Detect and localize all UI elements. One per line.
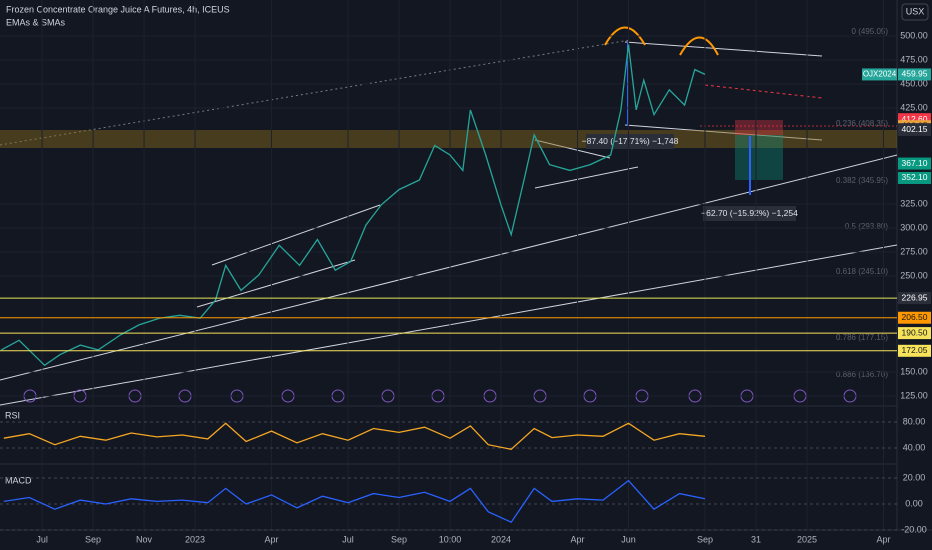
measure-label: −62.70 (−15.92%) −1,254 [701,208,798,218]
x-tick-label: Jun [621,534,636,544]
price-tag-label: 206.50 [902,312,928,322]
y-tick-label: 450.00 [900,78,928,88]
currency-button[interactable] [901,3,929,21]
y-tick-label: 500.00 [900,30,928,40]
x-tick-label: Apr [876,534,890,544]
price-tag [898,171,931,184]
pane-label: MACD [5,475,32,485]
price-tag-label: 459.95 [902,69,928,79]
y-tick-label: -20.00 [901,524,927,534]
x-tick-label: 31 [751,534,761,544]
indicator-label: EMAs & SMAs [6,17,66,27]
fib-label: 0.5 (293.80) [845,222,888,231]
series-line [3,422,706,451]
drawings [0,26,898,406]
y-tick-label: 275.00 [900,246,928,256]
price-tag-label: 190.50 [902,327,928,337]
y-tick-label: 150.00 [900,366,928,376]
measure-label: −87.40 (−17.71%) −1,748 [582,136,679,146]
price-tag [898,157,931,170]
symbol-tag [862,68,897,81]
price-tag [898,292,931,305]
y-tick-label: 40.00 [903,442,926,452]
price-tag-label: 352.10 [902,172,928,182]
title: Frozen Concentrate Orange Juice A Future… [6,4,230,14]
price-tag-label: 402.15 [902,124,928,134]
y-tick-label: 300.00 [900,222,928,232]
x-tick-label: Jul [342,534,354,544]
fib-label: 0.786 (177.15) [836,333,888,342]
price-tag-label: 412.60 [902,114,928,124]
y-tick-label: 475.00 [900,54,928,64]
fib-label: 0 (495.05) [852,27,889,36]
x-tick-label: 10:00 [439,534,462,544]
x-tick-label: 2023 [185,534,205,544]
y-tick-label: 0.00 [905,498,923,508]
series-line [0,44,706,367]
x-tick-label: Jul [36,534,48,544]
series-line [3,479,706,524]
x-tick-label: Apr [571,534,585,544]
y-tick-label: 425.00 [900,102,928,112]
price-tag [898,123,931,136]
price-tag-label: 367.10 [902,158,928,168]
x-tick-label: Sep [85,534,101,544]
price-tag [898,327,931,340]
x-tick-label: Apr [265,534,279,544]
x-tick-label: Nov [136,534,153,544]
price-tag [898,68,931,81]
price-tag [898,344,931,357]
price-tag [898,311,931,324]
x-tick-label: Sep [697,534,713,544]
price-tag-label: 226.95 [902,292,928,302]
fib-label: 0.886 (136.70) [836,370,888,379]
y-tick-label: 250.00 [900,270,928,280]
x-tick-label: 2024 [491,534,511,544]
pane-label: RSI [5,410,20,420]
price-tag-label: 172.05 [902,345,928,355]
x-tick-label: 2025 [797,534,817,544]
fib-label: 0.236 (408.35) [836,119,888,128]
x-tick-label: Sep [391,534,407,544]
symbol-name: OJX2024 [863,70,897,79]
fib-label: 0.382 (345.95) [836,176,888,185]
y-tick-label: 80.00 [903,416,926,426]
y-tick-label: 325.00 [900,198,928,208]
y-tick-label: 125.00 [900,390,928,400]
currency[interactable]: USX [906,6,925,16]
fib-label: 0.618 (245.10) [836,267,888,276]
y-tick-label: 20.00 [903,472,926,482]
